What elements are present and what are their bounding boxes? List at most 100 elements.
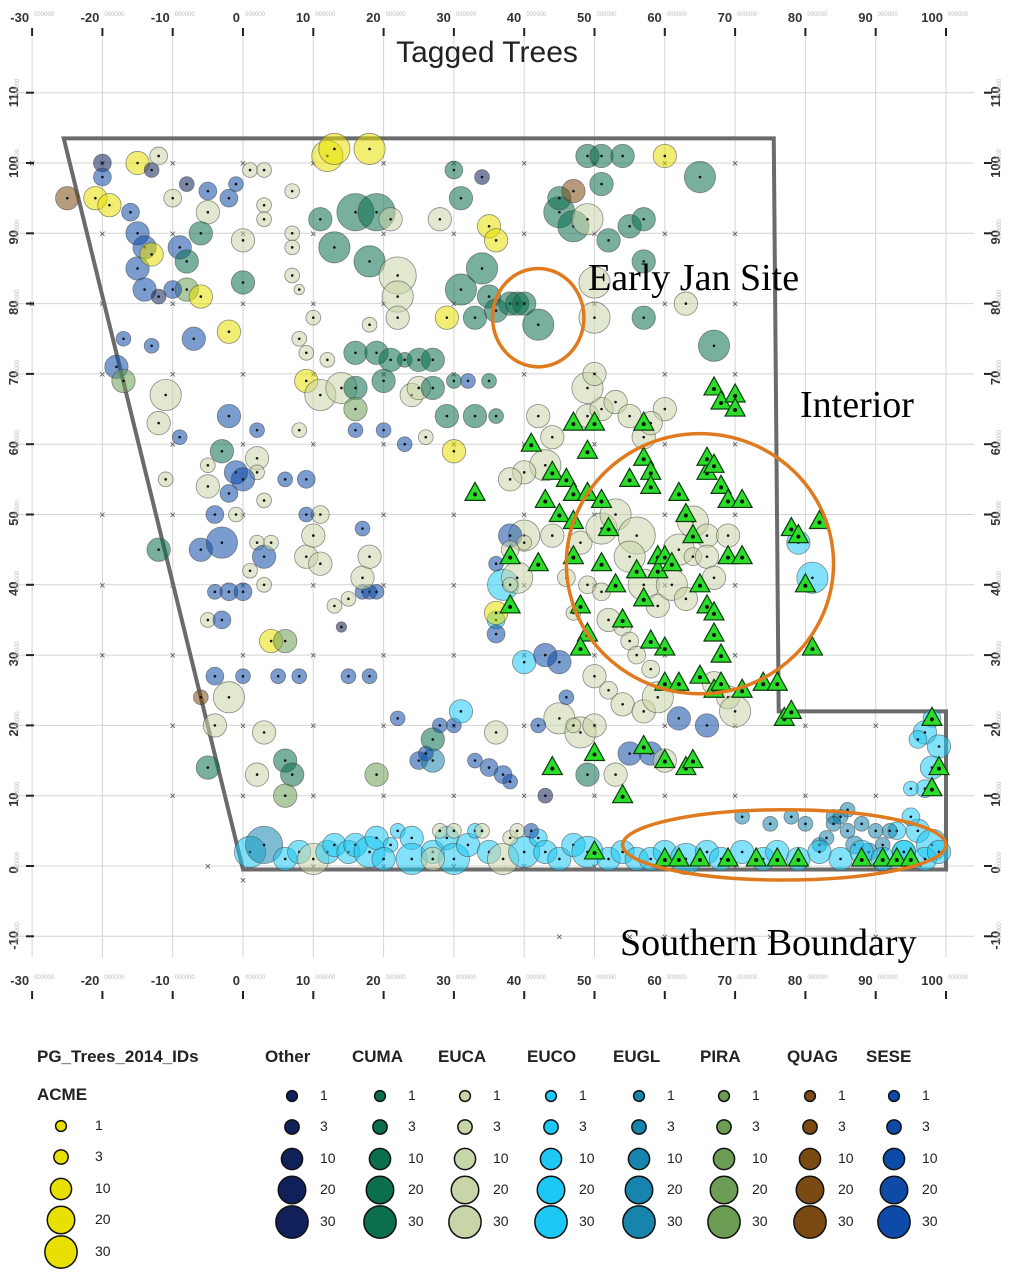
legend-layer-name: PG_Trees_2014_IDs bbox=[37, 1047, 199, 1066]
tree-center-dot bbox=[508, 478, 512, 481]
tree-center-dot bbox=[178, 246, 182, 249]
tree-center-dot bbox=[642, 583, 646, 587]
tagged-center-dot bbox=[662, 555, 667, 560]
legend-size-label: 1 bbox=[493, 1087, 501, 1103]
tree-center-dot bbox=[698, 175, 702, 179]
tree-center-dot bbox=[558, 717, 561, 720]
legend-size-label: 1 bbox=[838, 1087, 846, 1103]
tree-center-dot bbox=[206, 618, 210, 622]
tree-center-dot bbox=[551, 534, 554, 537]
tagged-center-dot bbox=[641, 457, 646, 462]
grid-marker: × bbox=[732, 791, 738, 803]
tagged-tree-marker bbox=[583, 839, 606, 860]
tree-center-dot bbox=[122, 379, 125, 383]
tree-center-dot bbox=[262, 843, 266, 847]
grid-marker: × bbox=[732, 158, 738, 170]
tree-center-dot bbox=[241, 478, 245, 481]
tree-center-dot bbox=[199, 548, 203, 551]
tree-center-dot bbox=[804, 822, 807, 826]
tree-center-dot bbox=[593, 281, 596, 284]
tree-center-dot bbox=[375, 210, 378, 214]
grid-marker: × bbox=[451, 791, 457, 803]
legend-size-label: 30 bbox=[922, 1213, 938, 1229]
x-tick-suffix: 000000 bbox=[34, 975, 55, 981]
legend-symbol-quag bbox=[793, 1205, 827, 1239]
tree-center-dot bbox=[241, 239, 245, 242]
y-tick-label: 110 bbox=[988, 86, 1003, 107]
legend-symbol-euco bbox=[539, 1147, 563, 1171]
tagged-tree-marker bbox=[702, 600, 726, 621]
y-tick-label: 100 bbox=[988, 156, 1003, 178]
x-tick-label: 0 bbox=[233, 10, 240, 25]
legend-symbol-pira bbox=[712, 1147, 736, 1171]
tree-center-dot bbox=[438, 829, 442, 833]
tree-center-dot bbox=[839, 815, 842, 819]
tagged-tree-marker bbox=[555, 467, 578, 487]
tree-center-dot bbox=[628, 414, 631, 418]
tree-center-dot bbox=[825, 836, 828, 840]
x-tick-suffix: 000000 bbox=[807, 12, 828, 18]
tagged-center-dot bbox=[669, 562, 674, 567]
legend-header-acme: ACME bbox=[37, 1085, 88, 1104]
tagged-tree-marker bbox=[499, 593, 522, 614]
tagged-tree-marker bbox=[885, 846, 908, 867]
tree-center-dot bbox=[543, 794, 547, 797]
tagged-center-dot bbox=[796, 534, 801, 539]
tree-center-dot bbox=[607, 688, 610, 692]
y-tick-suffix: 000000 bbox=[15, 640, 21, 661]
y-tick-suffix: 000000 bbox=[15, 711, 21, 732]
tagged-tree-marker bbox=[541, 755, 564, 776]
tree-center-dot bbox=[129, 210, 132, 214]
tree-center-dot bbox=[649, 857, 653, 861]
tree-center-dot bbox=[670, 583, 674, 587]
grid-marker: × bbox=[732, 861, 738, 873]
legend-symbol-eugl bbox=[622, 1205, 656, 1239]
tagged-center-dot bbox=[620, 794, 625, 799]
grid-marker: × bbox=[240, 158, 246, 170]
grid-marker: × bbox=[521, 720, 527, 732]
legend-symbol-pira bbox=[717, 1089, 731, 1103]
y-tick-label: 0 bbox=[988, 866, 1003, 873]
legend-symbol-acme bbox=[54, 1119, 68, 1133]
tree-center-dot bbox=[199, 695, 203, 699]
y-tick-suffix: 000000 bbox=[997, 78, 1003, 99]
x-tick-label: 70 bbox=[718, 10, 732, 25]
tree-center-dot bbox=[283, 759, 287, 762]
grid-marker: × bbox=[732, 650, 738, 662]
tree-center-dot bbox=[923, 857, 927, 861]
tagged-center-dot bbox=[662, 682, 667, 687]
tree-center-dot bbox=[157, 421, 160, 425]
tree-center-dot bbox=[101, 175, 104, 179]
tree-center-dot bbox=[108, 203, 111, 207]
tree-center-dot bbox=[227, 196, 231, 200]
tagged-center-dot bbox=[789, 527, 794, 532]
grid-marker: × bbox=[662, 720, 668, 732]
x-tick-suffix: 000000 bbox=[948, 12, 969, 18]
x-tick-label: -30 bbox=[10, 973, 29, 988]
tree-center-dot bbox=[382, 428, 385, 432]
grid-marker: × bbox=[240, 369, 246, 381]
tree-center-dot bbox=[94, 196, 97, 200]
y-tick-suffix: 000000 bbox=[997, 148, 1003, 169]
tree-center-dot bbox=[185, 260, 189, 263]
tree-center-dot bbox=[522, 850, 526, 854]
tagged-center-dot bbox=[641, 422, 646, 427]
x-tick-label: 20 bbox=[366, 10, 380, 25]
tagged-center-dot bbox=[817, 520, 822, 525]
y-tick-suffix: 000000 bbox=[15, 148, 21, 169]
tree-center-dot bbox=[241, 590, 245, 594]
tagged-center-dot bbox=[740, 689, 745, 694]
tree-center-dot bbox=[480, 829, 484, 833]
tagged-center-dot bbox=[726, 857, 731, 862]
grid-marker: × bbox=[310, 158, 316, 170]
tagged-tree-marker bbox=[632, 586, 655, 607]
x-tick-label: 100 bbox=[921, 10, 943, 25]
tree-center-dot bbox=[115, 365, 118, 369]
tree-center-dot bbox=[656, 695, 660, 699]
tagged-center-dot bbox=[529, 443, 534, 448]
tagged-center-dot bbox=[648, 640, 653, 645]
tree-center-dot bbox=[642, 217, 646, 221]
grid-marker: × bbox=[662, 510, 668, 522]
x-tick-label: 60 bbox=[647, 973, 661, 988]
tree-center-dot bbox=[410, 836, 414, 840]
